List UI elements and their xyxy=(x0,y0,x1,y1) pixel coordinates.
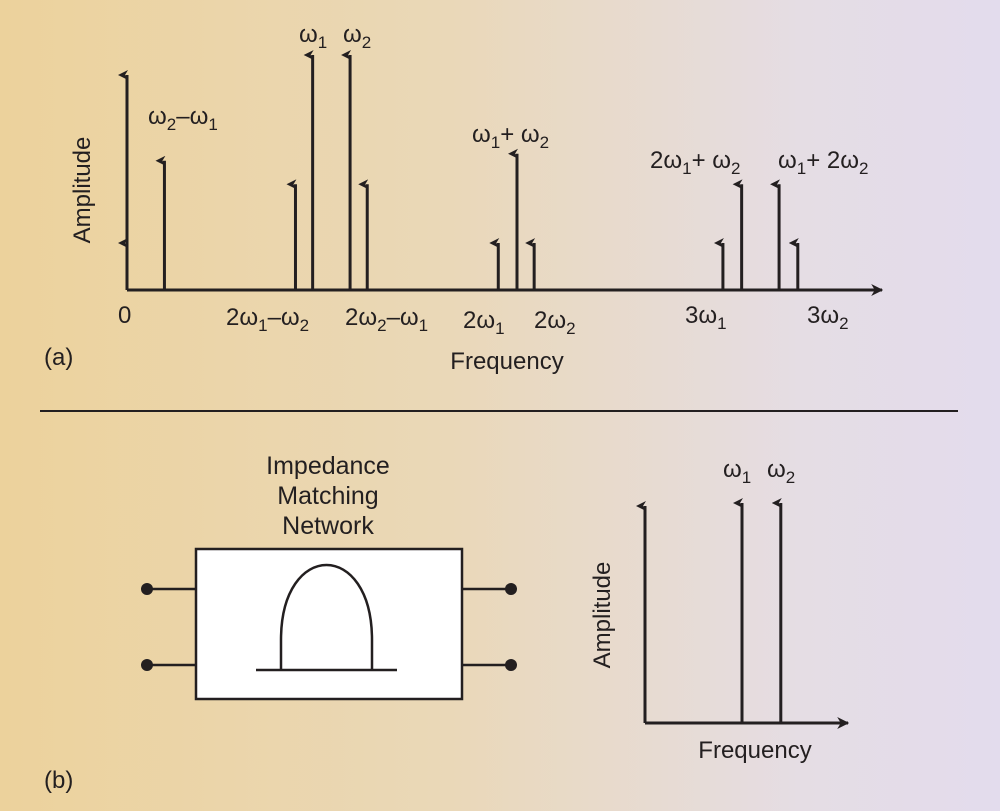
label-2w2-minus-w1: 2ω2–ω1 xyxy=(345,304,428,335)
label-3w2: 3ω2 xyxy=(807,302,849,333)
label-w1-plus-w2: ω1+ ω2 xyxy=(472,121,549,152)
label-2w1-minus-w2: 2ω1–ω2 xyxy=(226,304,309,335)
input-terminal-bottom xyxy=(141,659,153,671)
label-2w1-plus-w2: 2ω1+ ω2 xyxy=(650,147,740,178)
y-axis-label-b: Amplitude xyxy=(589,562,616,669)
label-w1-plus-2w2: ω1+ 2ω2 xyxy=(778,147,868,178)
panel-label-a: (a) xyxy=(44,344,73,371)
label-3w1: 3ω1 xyxy=(685,302,727,333)
bandpass-response-icon xyxy=(279,563,374,670)
panel-a: Amplitude Frequency (a) ω1 ω2 ω2–ω1 ω1+ … xyxy=(44,21,884,375)
network-box xyxy=(194,547,464,701)
impedance-matching-network xyxy=(141,547,517,701)
output-terminal-top xyxy=(505,583,517,595)
label-b-w1: ω1 xyxy=(723,456,751,487)
panel-b: Impedance Matching Network ω1 ω2 Amplitu… xyxy=(44,452,850,794)
panel-label-b: (b) xyxy=(44,767,73,794)
spectral-lines-b xyxy=(733,498,783,723)
label-w2-minus-w1: ω2–ω1 xyxy=(148,103,218,134)
input-terminal-top xyxy=(141,583,153,595)
x-axis-label-b: Frequency xyxy=(698,737,811,764)
label-2w1: 2ω1 xyxy=(463,307,505,338)
network-title-line-1: Impedance xyxy=(266,452,390,480)
label-w1-top: ω1 xyxy=(299,21,327,52)
label-zero: 0 xyxy=(118,302,131,329)
network-title-line-3: Network xyxy=(282,512,374,540)
y-axis-label-a: Amplitude xyxy=(69,137,96,244)
output-terminal-bottom xyxy=(505,659,517,671)
label-b-w2: ω2 xyxy=(767,456,795,487)
network-title-line-2: Matching xyxy=(277,482,378,510)
label-2w2: 2ω2 xyxy=(534,307,576,338)
spectral-lines-a xyxy=(118,50,800,290)
x-axis-label-a: Frequency xyxy=(450,348,563,375)
label-w2-top: ω2 xyxy=(343,21,371,52)
